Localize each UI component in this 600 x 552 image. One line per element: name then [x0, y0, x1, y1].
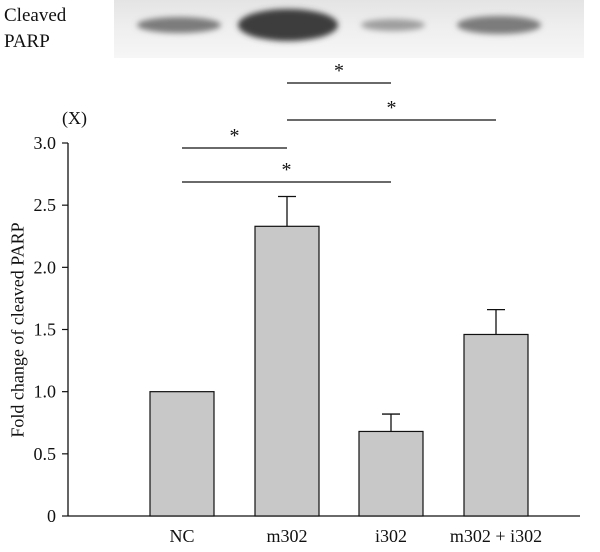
y-tick-label: 2.5 [34, 195, 57, 215]
y-axis-label: Fold change of cleaved PARP [7, 222, 28, 438]
y-tick-label: 1.5 [34, 320, 57, 340]
y-tick-label: 2.0 [34, 257, 57, 277]
x-tick-label: i302 [375, 526, 407, 546]
blot-band [137, 17, 221, 33]
significance-star: * [282, 159, 292, 181]
significance-star: * [230, 125, 240, 147]
bar [149, 391, 215, 517]
x-tick-label: m302 + i302 [450, 526, 542, 546]
blot-band [457, 16, 541, 34]
y-tick-label: 0 [47, 506, 56, 526]
x-tick-label: m302 [266, 526, 307, 546]
western-blot-image [114, 0, 584, 58]
blot-band [238, 9, 338, 41]
bar [463, 333, 529, 517]
y-tick-label: 0.5 [34, 444, 57, 464]
bar [254, 225, 320, 517]
y-tick-label: 1.0 [34, 382, 57, 402]
significance-star: * [334, 60, 344, 82]
blot-band [361, 19, 425, 31]
x-tick-label: NC [169, 526, 194, 546]
significance-star: * [387, 97, 397, 119]
bar [358, 430, 424, 517]
blot-label-line1: Cleaved [4, 5, 67, 26]
y-tick-label: 3.0 [34, 133, 57, 153]
blot-label-line2: PARP [4, 31, 50, 52]
y-unit-label: (X) [62, 108, 87, 129]
